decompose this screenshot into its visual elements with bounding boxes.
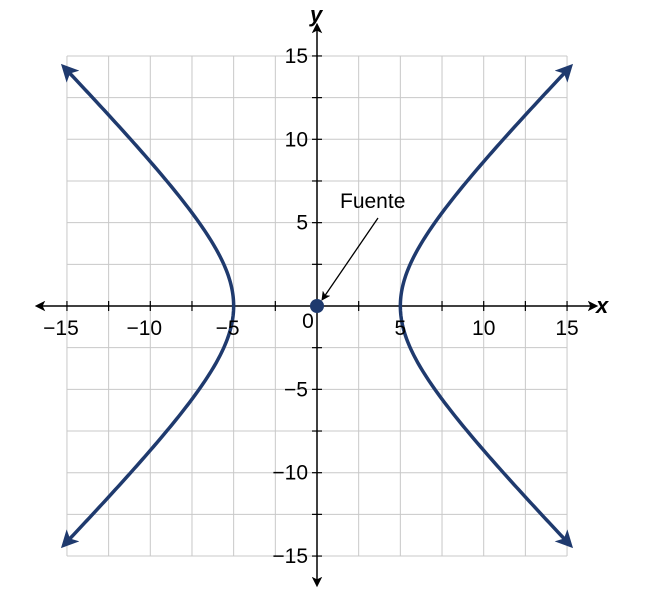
x-tick-label: −10 [126,317,162,340]
hyperbola-left-branch [60,63,236,549]
y-tick-label: 10 [285,128,308,151]
y-tick-label: 15 [285,45,308,68]
x-tick-label: −15 [43,317,79,340]
x-tick-label: 0 [302,310,314,333]
x-tick-label: 5 [395,317,407,340]
x-axis-label: x [595,293,609,318]
x-tick-label: −5 [216,317,240,340]
y-tick-label: −15 [272,545,308,568]
y-tick-label: −5 [284,378,308,401]
tick-labels: −15 −10 −5 0 5 10 15 15 10 5 −5 −10 −15 [43,45,579,568]
x-tick-label: 15 [555,317,578,340]
series [60,63,574,549]
y-axis-label: y [309,2,324,27]
x-tick-label: 10 [472,317,495,340]
y-tick-label: −10 [272,462,308,485]
hyperbola-right-branch [398,63,574,549]
y-tick-label: 5 [296,212,308,235]
annotation-arrow [321,217,379,301]
focus-point [310,299,324,313]
annotation: Fuente [321,190,405,301]
annotation-label: Fuente [340,190,405,213]
